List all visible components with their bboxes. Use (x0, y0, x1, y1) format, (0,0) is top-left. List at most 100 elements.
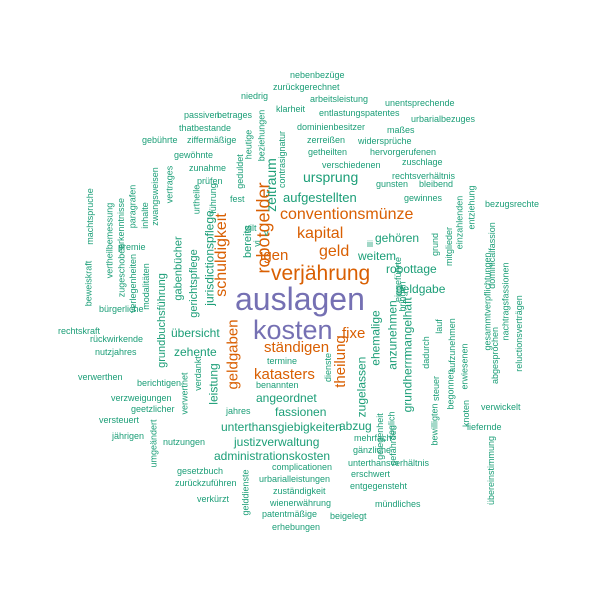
word-erschwert: erschwert (351, 469, 391, 479)
word-gilt: gilt (245, 223, 257, 233)
word-unterthansgiebigkeiten: unterthansgiebigkeiten (221, 420, 342, 434)
word-zwangsweisen: zwangsweisen (149, 167, 160, 226)
word-entgegensteht: entgegensteht (350, 481, 408, 491)
word-rechtsverhältnis: rechtsverhältnis (392, 171, 456, 181)
word-nutzjahres: nutzjahres (95, 347, 137, 357)
word-grund: grund (430, 232, 441, 257)
word-begonnen: begonnen (445, 369, 456, 410)
word-gefährden: gefährden (387, 425, 398, 466)
word-verzweigungen: verzweigungen (111, 393, 172, 403)
word-justizverwaltung: justizverwaltung (234, 435, 320, 449)
word-vertheilbemessung: vertheilbemessung (104, 202, 115, 279)
word-benannten: benannten (256, 380, 299, 390)
word-v: v (264, 228, 269, 238)
word-widersprüche: widersprüche (358, 136, 412, 146)
word-complicationen: complicationen (272, 462, 333, 472)
word-termine: termine (267, 356, 298, 366)
word-beweiskraft: beweiskraft (83, 260, 94, 307)
word-unentsprechende: unentsprechende (385, 98, 455, 108)
word-fassionen: fassionen (275, 405, 327, 419)
word-gelddienste: gelddienste (240, 469, 251, 516)
word-contrasignatur: contrasignatur (277, 130, 288, 189)
word-gelegenheit: gelegenheit (374, 413, 385, 460)
word-gebührte: gebührte (142, 135, 178, 145)
word-maßes: maßes (387, 125, 415, 135)
word-urbarialbezuges: urbarialbezuges (411, 114, 476, 124)
word-weitem: weitem (358, 249, 397, 263)
word-leistung: leistung (206, 363, 221, 405)
word-thatbestande: thatbestande (179, 123, 232, 133)
word-bringen: bringen (397, 281, 408, 312)
word-steuer: steuer (431, 375, 442, 402)
word-fest: fest (230, 194, 245, 204)
word-administrationskosten: administrationskosten (214, 449, 331, 463)
word-mitglieder: mitglieder (444, 226, 455, 267)
word-verwerthet: verwerthet (179, 372, 190, 415)
word-machtspruche: machtspruche (84, 188, 95, 245)
word-bürgerliche: bürgerliche (99, 304, 144, 314)
word-nutzungen: nutzungen (163, 437, 206, 447)
word-zerreißen: zerreißen (307, 135, 346, 145)
word-betrages: betrages (217, 110, 253, 120)
word-zugelassen: zugelassen (354, 356, 369, 418)
word-dienste: dienste (323, 352, 334, 383)
word-kapital: kapital (297, 225, 344, 242)
word-iii: iii (367, 239, 373, 249)
word-geld: geld (319, 243, 350, 260)
word-zurückzuführen: zurückzuführen (175, 478, 237, 488)
word-aufzunehmen: aufzunehmen (446, 318, 457, 373)
word-verschiedenen: verschiedenen (322, 160, 381, 170)
word-patentmäßige: patentmäßige (262, 509, 318, 519)
word-erhebungen: erhebungen (272, 522, 321, 532)
word-zunahme: zunahme (189, 163, 227, 173)
word-mehrfach: mehrfach (354, 433, 392, 443)
word-jurisdictionspflege: jurisdictionspflege (202, 210, 217, 306)
word-gerichtspflege: gerichtspflege (187, 249, 200, 318)
word-liefernde: liefernde (467, 422, 502, 432)
word-erwiesenen: erwiesenen (459, 343, 470, 390)
word-passiven: passiven (184, 110, 220, 120)
word-übereinstimmung: übereinstimmung (486, 435, 497, 506)
word-premie: premie (118, 242, 146, 252)
word-zuschlage: zuschlage (402, 157, 443, 167)
word-dominienbesitzer: dominienbesitzer (297, 122, 366, 132)
word-conventionsmünze: conventionsmünze (280, 206, 414, 223)
word-rückwirkende: rückwirkende (90, 334, 144, 344)
word-lauf: lauf (433, 319, 444, 334)
word-führung: führung (207, 183, 218, 214)
word-robottage: robottage (386, 262, 437, 276)
word-umgeändert: umgeändert (148, 419, 159, 468)
word-geldgabe: geldgabe (396, 282, 446, 296)
word-reluctionsverträgen: reluctionsverträgen (513, 295, 524, 372)
word-verjährung: verjährung (271, 262, 371, 285)
word-paragrafen: paragrafen (127, 184, 138, 229)
word-gabenbücher: gabenbücher (172, 236, 185, 301)
word-mündliches: mündliches (375, 499, 421, 509)
word-vertrages: vertrages (164, 165, 175, 204)
word-bleibend: bleibend (419, 179, 454, 189)
word-urbarialleistungen: urbarialleistungen (259, 474, 331, 484)
word-gänzliche: gänzliche (353, 445, 392, 455)
word-arbeitsleistung: arbeitsleistung (310, 94, 369, 104)
word-urtheile: urtheile (191, 184, 202, 215)
word-gesetzbuch: gesetzbuch (177, 466, 224, 476)
word-entziehung: entziehung (466, 185, 477, 230)
word-wienerwährung: wienerwährung (270, 498, 332, 508)
word-vi: vi (251, 240, 262, 247)
word-fixe: fixe (342, 325, 366, 342)
word-versteuert: versteuert (99, 415, 140, 425)
word-unterthansverhältnis: unterthansverhältnis (348, 458, 430, 468)
word-abzug: abzug (339, 419, 372, 433)
word-katasters: katasters (254, 366, 315, 383)
word-kosten: kosten (253, 315, 333, 345)
word-hervorgerufenen: hervorgerufenen (370, 147, 437, 157)
word-gewöhnte: gewöhnte (174, 150, 214, 160)
word-rechtskraft: rechtskraft (58, 326, 101, 336)
word-verwerthen: verwerthen (78, 372, 123, 382)
word-modalitäten: modalitäten (140, 263, 151, 310)
word-grundherrn: grundherrn (400, 353, 415, 413)
word-gewinnes: gewinnes (404, 193, 443, 203)
word-verwickelt: verwickelt (481, 402, 521, 412)
